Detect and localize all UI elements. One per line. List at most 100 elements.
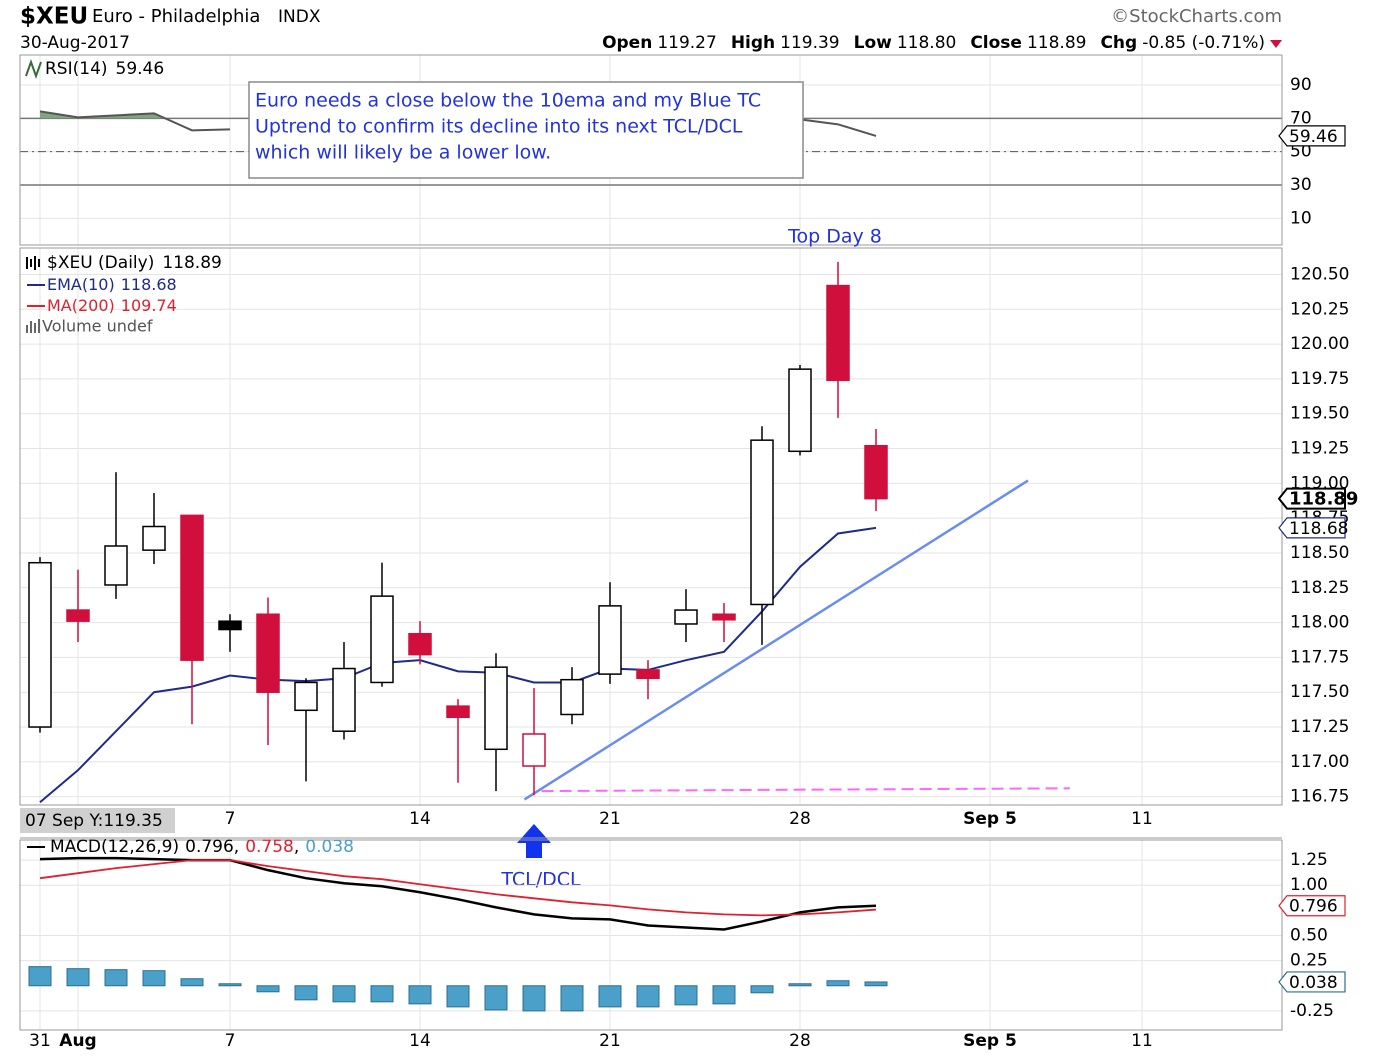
ma-legend: MA(200) 109.74 (47, 296, 177, 315)
quote-line: Open 119.27 High 119.39 Low 118.80 Close 118.89… (602, 33, 1265, 53)
exchange: INDX (278, 7, 321, 27)
y-tick-label: 117.00 (1290, 752, 1349, 772)
panel-border (19, 54, 1283, 246)
quote-value: 118.89 (1027, 33, 1086, 53)
y-tick-label: 119.50 (1290, 404, 1349, 424)
rsi-legend: RSI(14) 59.46 (45, 59, 164, 79)
y-tick-label: 117.75 (1290, 647, 1349, 667)
price-icon (26, 256, 40, 270)
y-tick-label: 119.25 (1290, 439, 1349, 459)
legend-name: EMA(10) (47, 275, 115, 294)
value-tag (1278, 517, 1346, 539)
legend-value: 0.038 (305, 837, 354, 857)
legend-separator: , (294, 837, 299, 857)
rsi-line (39, 110, 877, 137)
symbol: $XEU (20, 4, 88, 30)
y-tick-label: 10 (1290, 208, 1312, 228)
y-tick-label: 1.25 (1290, 850, 1328, 870)
legend-name: MACD(12,26,9) (50, 837, 179, 857)
histogram-bar (370, 985, 394, 1003)
cursor-label: 07 Sep Y:119.35 (25, 811, 163, 831)
price-legend: $XEU (Daily) 118.89 (47, 253, 222, 273)
quote-value: 119.27 (657, 33, 716, 53)
candle-body (750, 439, 774, 606)
histogram-bar (598, 985, 622, 1008)
x-tick-label: 14 (409, 809, 431, 829)
y-tick-label: 120.50 (1290, 264, 1349, 284)
histogram-bar (28, 966, 52, 987)
legend-name: $XEU (Daily) (47, 253, 154, 273)
quote-label: Low (854, 33, 893, 53)
quote-value: 119.39 (780, 33, 839, 53)
x-tick-label: 7 (225, 1031, 236, 1051)
candle-body (636, 669, 660, 680)
histogram-bar (484, 985, 508, 1011)
y-tick-label: 118.00 (1290, 613, 1349, 633)
candle-body (446, 705, 470, 719)
y-tick-label: 119.75 (1290, 369, 1349, 389)
candle-body (484, 666, 508, 751)
trendline (523, 479, 1029, 801)
candle-body (256, 613, 280, 693)
quote-label: High (731, 33, 775, 53)
value-tag (1278, 971, 1346, 993)
histogram-bar (826, 980, 850, 987)
y-tick-label: 118.50 (1290, 543, 1349, 563)
legend-name: RSI(14) (45, 59, 108, 79)
candle-body (522, 733, 546, 767)
macd-legend: MACD(12,26,9) 0.796, 0.758, 0.038 (50, 837, 354, 857)
quote-label: Open (602, 33, 652, 53)
histogram-bar (332, 985, 356, 1003)
histogram-bar (636, 985, 660, 1008)
volume-legend: Volume undef (42, 317, 153, 336)
security-name: Euro - Philadelphia (92, 6, 260, 27)
value-tag-label: 0.038 (1289, 973, 1338, 993)
ema-line (39, 526, 877, 803)
annotation-text: Euro needs a close below the 10ema and m… (255, 90, 761, 112)
candle-body (370, 595, 394, 684)
histogram-bar (218, 983, 242, 987)
histogram-bar (750, 985, 774, 994)
down-indicator (1270, 40, 1282, 48)
histogram-bar (294, 985, 318, 1001)
rsi-icon (25, 59, 42, 79)
x-tick-label: 7 (225, 809, 236, 829)
macd-line (39, 856, 877, 931)
x-tick-label: 14 (409, 1031, 431, 1051)
annotation-box (248, 81, 804, 179)
candle-body (66, 609, 90, 622)
candle-body (180, 514, 204, 661)
y-tick-label: 117.50 (1290, 682, 1349, 702)
x-tick-label: 21 (599, 1031, 621, 1051)
legend-separator: , (234, 837, 239, 857)
x-tick-label: 28 (789, 809, 811, 829)
value-tag-label: 0.796 (1289, 897, 1338, 917)
histogram-bar (180, 978, 204, 987)
cursor-box (20, 808, 175, 833)
quote-value: 118.80 (897, 33, 956, 53)
x-tick-label: Aug (59, 1031, 96, 1051)
legend-value: 109.74 (121, 296, 177, 315)
candle-body (332, 667, 356, 732)
y-tick-label: 70 (1290, 108, 1312, 128)
histogram-bar (256, 985, 280, 993)
annotation-text: Uptrend to confirm its decline into its … (255, 116, 743, 138)
value-tag (1278, 895, 1346, 917)
x-tick-label: Sep 5 (963, 1031, 1017, 1051)
source: ©StockCharts.com (1111, 6, 1282, 27)
y-tick-label: 117.25 (1290, 717, 1349, 737)
y-tick-label: 30 (1290, 175, 1312, 195)
x-tick-label: 21 (599, 809, 621, 829)
candle-body (788, 368, 812, 453)
legend-value: 59.46 (116, 59, 165, 79)
x-tick-label: 28 (789, 1031, 811, 1051)
ema-legend: EMA(10) 118.68 (47, 275, 177, 294)
legend-value: 0.796 (185, 837, 234, 857)
value-tag-label: 118.89 (1289, 489, 1358, 510)
histogram-bar (446, 985, 470, 1008)
y-tick-label: 0.25 (1290, 951, 1328, 971)
x-tick-label: 31 (29, 1031, 51, 1051)
legend-value: 0.758 (245, 837, 294, 857)
candle-body (560, 678, 584, 716)
quote-value: -0.85 (-0.71%) (1142, 33, 1265, 53)
